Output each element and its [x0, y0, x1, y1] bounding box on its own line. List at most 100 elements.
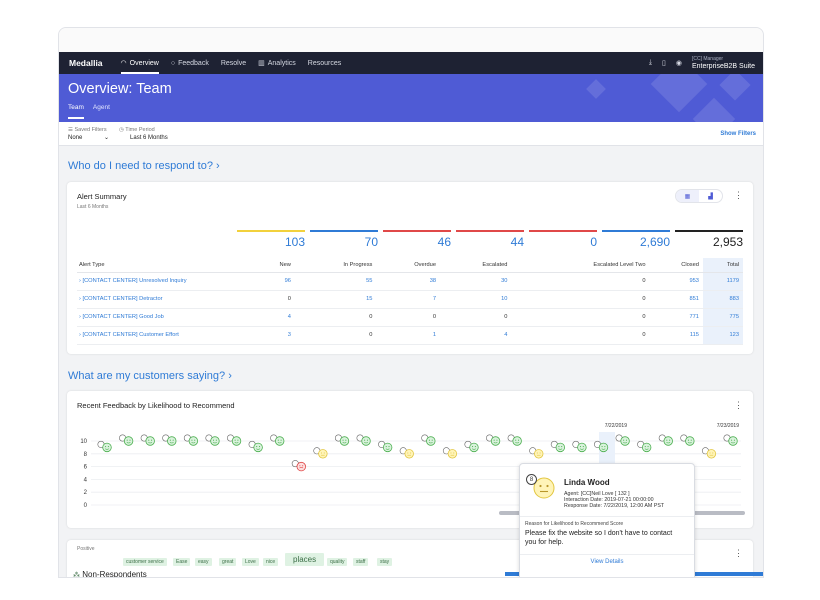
time-period-select[interactable]: ◷ Time Period Last 6 Months [119, 126, 168, 142]
topic-chip[interactable]: easy [195, 558, 212, 566]
feedback-point[interactable] [399, 447, 414, 459]
user-icon[interactable]: ◉ [675, 60, 682, 67]
feedback-point[interactable] [572, 440, 587, 453]
feedback-point[interactable] [356, 434, 371, 446]
alert-count-cell[interactable]: 96 [257, 272, 295, 291]
topic-chip[interactable]: staff [353, 558, 369, 566]
chevron-right-icon[interactable]: › [79, 314, 83, 320]
more-options-icon[interactable]: ⋮ [734, 548, 743, 558]
feedback-point[interactable] [421, 434, 436, 446]
feedback-point[interactable] [723, 434, 738, 446]
show-filters-button[interactable]: Show Filters [720, 130, 756, 137]
feedback-point[interactable] [658, 434, 673, 446]
feedback-point[interactable] [248, 440, 263, 453]
chevron-right-icon[interactable]: › [79, 332, 83, 338]
topic-chip[interactable]: stay [377, 558, 393, 566]
view-details-link[interactable]: View Details [520, 554, 694, 565]
feedback-point[interactable] [119, 434, 134, 446]
column-header[interactable]: Escalated [440, 258, 512, 273]
feedback-point[interactable] [529, 447, 544, 459]
column-header[interactable]: Closed [649, 258, 703, 273]
feedback-point[interactable] [162, 434, 177, 446]
feedback-point[interactable] [442, 447, 458, 459]
more-options-icon[interactable]: ⋮ [734, 400, 743, 410]
alert-count-cell[interactable]: 115 [649, 326, 703, 345]
column-header[interactable]: Escalated Level Two [511, 258, 650, 273]
topic-chip[interactable]: great [219, 558, 237, 566]
chevron-right-icon[interactable]: › [79, 278, 83, 284]
feedback-point[interactable] [334, 434, 350, 446]
nav-resources[interactable]: Resources [308, 52, 341, 74]
table-row[interactable]: › [CONTACT CENTER] Unresolved Inquiry 96 5… [77, 272, 743, 291]
alert-count-cell[interactable]: 4 [257, 308, 295, 327]
account-menu[interactable]: [CC] Manager EnterpriseB2B Suite [692, 56, 755, 70]
alert-count-cell[interactable]: 851 [649, 290, 703, 309]
alert-count-cell[interactable]: 4 [440, 326, 512, 345]
feedback-point[interactable] [615, 434, 630, 446]
topic-chip[interactable]: quality [327, 558, 348, 566]
tab-agent[interactable]: Agent [92, 104, 110, 111]
bookmark-icon[interactable]: ▯ [661, 60, 666, 67]
alert-count-cell[interactable]: 123 [702, 326, 743, 345]
feedback-point[interactable] [291, 460, 306, 472]
feedback-point[interactable] [205, 434, 220, 446]
alert-total[interactable]: 2,690 [602, 230, 674, 250]
table-row[interactable]: › [CONTACT CENTER] Good Job 4 0 0 0 0 771 775 [77, 308, 743, 327]
alert-count-cell[interactable]: 55 [294, 272, 377, 291]
alert-type-label[interactable]: [CONTACT CENTER] Unresolved Inquiry [82, 278, 187, 284]
column-header[interactable]: In Progress [294, 258, 377, 273]
feedback-point[interactable] [227, 434, 242, 446]
nav-resolve[interactable]: Resolve [221, 52, 246, 74]
feedback-point[interactable] [550, 440, 566, 453]
alert-count-cell[interactable]: 953 [649, 272, 703, 291]
alert-count-cell[interactable]: 1179 [702, 272, 743, 291]
chart-view-icon[interactable]: ▟ [708, 193, 713, 200]
feedback-point[interactable] [464, 440, 479, 453]
topic-chip[interactable]: Love [242, 558, 259, 566]
feedback-point[interactable] [140, 434, 155, 446]
feedback-point[interactable] [378, 440, 393, 453]
topic-chip[interactable]: places [285, 553, 325, 566]
column-header[interactable]: Total [702, 258, 743, 273]
feedback-point[interactable] [701, 447, 717, 459]
nav-overview[interactable]: ◠ Overview [120, 52, 160, 74]
alert-total[interactable]: 44 [456, 230, 528, 250]
column-header[interactable]: Overdue [376, 258, 441, 273]
nav-feedback[interactable]: ○ Feedback [171, 52, 209, 74]
alert-total[interactable]: 103 [237, 230, 309, 250]
feedback-point[interactable] [183, 434, 199, 446]
table-view-icon[interactable]: ▦ [676, 190, 699, 202]
feedback-point[interactable] [97, 440, 112, 453]
nav-analytics[interactable]: ▥ Analytics [258, 52, 296, 74]
table-row[interactable]: › [CONTACT CENTER] Customer Effort 3 0 1 4 0 1… [77, 326, 743, 345]
feedback-point[interactable] [507, 434, 522, 446]
saved-filters-select[interactable]: ☰ Saved Filters None ⌄ [68, 126, 109, 142]
topic-chip[interactable]: Ease [173, 558, 191, 566]
feedback-point[interactable] [680, 434, 695, 446]
feedback-point[interactable] [486, 434, 501, 446]
feedback-point[interactable] [637, 440, 652, 453]
download-icon[interactable]: ⤓ [648, 59, 652, 66]
alert-type-label[interactable]: [CONTACT CENTER] Customer Effort [82, 332, 179, 338]
alert-total[interactable]: 70 [310, 230, 382, 250]
topic-chip[interactable]: nice [263, 558, 279, 566]
tab-team[interactable]: Team [68, 104, 84, 119]
alert-count-cell[interactable]: 7 [376, 290, 441, 309]
alert-count-cell[interactable]: 771 [649, 308, 703, 327]
column-header[interactable]: New [257, 258, 295, 273]
alert-count-cell[interactable]: 38 [376, 272, 441, 291]
section-respond-title[interactable]: Who do I need to respond to? › [68, 160, 220, 172]
alert-count-cell[interactable]: 15 [294, 290, 377, 309]
alert-count-cell[interactable]: 3 [257, 326, 295, 345]
alert-count-cell[interactable]: 883 [702, 290, 743, 309]
alert-type-label[interactable]: [CONTACT CENTER] Good Job [82, 314, 164, 320]
alert-count-cell[interactable]: 1 [376, 326, 441, 345]
alert-count-cell[interactable]: 10 [440, 290, 512, 309]
alert-total[interactable]: 46 [383, 230, 455, 250]
feedback-point[interactable] [270, 434, 285, 446]
feedback-point[interactable] [593, 440, 609, 453]
more-options-icon[interactable]: ⋮ [734, 190, 743, 200]
alert-type-label[interactable]: [CONTACT CENTER] Detractor [82, 296, 163, 302]
alert-total[interactable]: 0 [529, 230, 601, 250]
chevron-right-icon[interactable]: › [79, 296, 83, 302]
